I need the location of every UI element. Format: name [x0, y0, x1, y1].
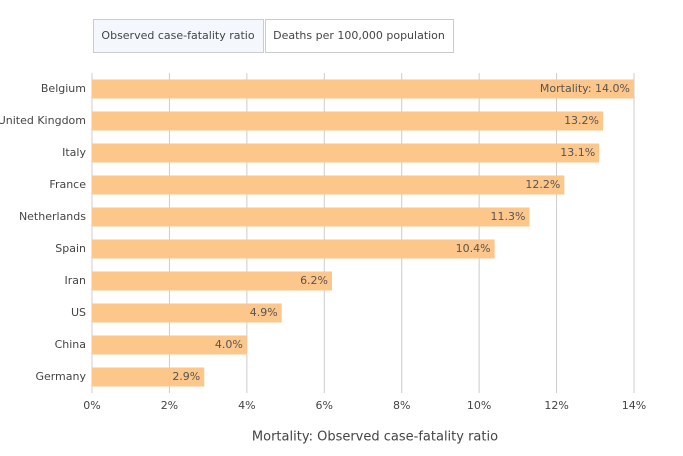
x-tick-label: 14% [622, 399, 646, 412]
bar [92, 335, 247, 355]
bar [92, 143, 600, 163]
bar [92, 175, 565, 195]
y-tick-label: Germany [35, 370, 86, 383]
tab[interactable] [265, 19, 454, 53]
x-axis-title: Mortality: Observed case-fatality ratio [252, 430, 498, 445]
y-tick-label: US [71, 306, 86, 319]
x-tick-label: 12% [544, 399, 568, 412]
x-tick-label: 10% [467, 399, 491, 412]
y-tick-label: Spain [55, 242, 86, 255]
value-label: 10.4% [456, 242, 491, 255]
value-label: Mortality: 14.0% [540, 82, 630, 95]
bar [92, 79, 634, 99]
x-tick-label: 8% [393, 399, 410, 412]
x-tick-label: 4% [238, 399, 255, 412]
value-label: 13.1% [560, 146, 595, 159]
value-label: 2.9% [172, 370, 200, 383]
y-tick-label: China [55, 338, 86, 351]
value-label: 4.0% [215, 338, 243, 351]
y-tick-label: Iran [65, 274, 87, 287]
value-label: 12.2% [525, 178, 560, 191]
bar [92, 271, 333, 291]
y-tick-label: United Kingdom [0, 114, 86, 127]
tab-label[interactable]: Observed case-fatality ratio [101, 29, 254, 42]
tab-label[interactable]: Deaths per 100,000 population [273, 29, 445, 42]
x-tick-label: 6% [316, 399, 333, 412]
bar [92, 239, 495, 259]
x-tick-label: 0% [83, 399, 100, 412]
value-label: 6.2% [300, 274, 328, 287]
x-tick-label: 2% [161, 399, 178, 412]
value-label: 11.3% [491, 210, 526, 223]
y-tick-label: Italy [62, 146, 86, 159]
tab-active[interactable] [93, 19, 264, 53]
bar [92, 303, 282, 323]
value-label: 4.9% [250, 306, 278, 319]
bar [92, 207, 530, 227]
value-label: 13.2% [564, 114, 599, 127]
bar [92, 367, 205, 387]
y-tick-label: Belgium [41, 82, 86, 95]
y-tick-label: France [49, 178, 86, 191]
bar [92, 111, 604, 131]
y-tick-label: Netherlands [19, 210, 86, 223]
